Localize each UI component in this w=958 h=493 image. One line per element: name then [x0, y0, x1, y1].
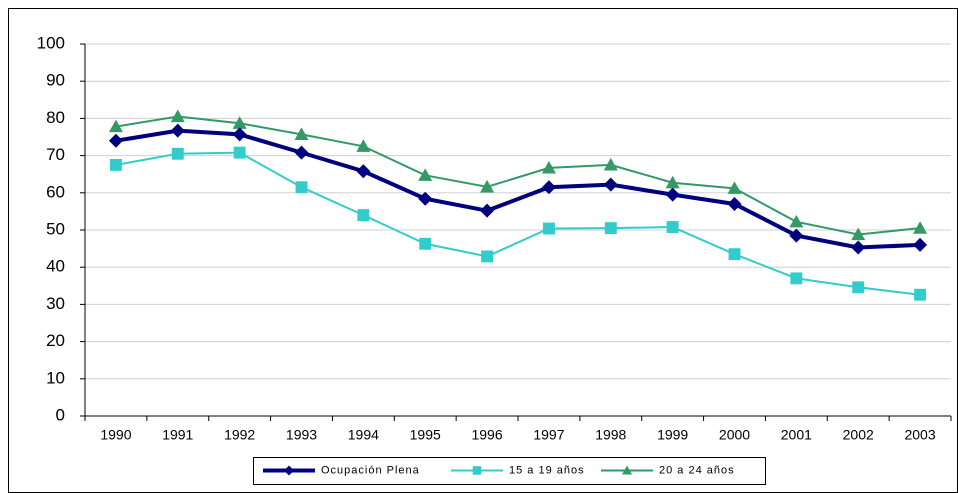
marker [728, 248, 741, 261]
marker [233, 146, 246, 159]
marker [851, 227, 866, 241]
marker [232, 116, 247, 129]
marker [109, 158, 122, 171]
y-tick-label: 100 [37, 33, 65, 52]
marker [666, 221, 679, 233]
marker [852, 281, 865, 294]
marker [727, 196, 742, 211]
x-tick-label: 1992 [224, 427, 255, 443]
marker [232, 127, 247, 142]
marker [913, 221, 928, 234]
y-tick-label: 0 [56, 405, 65, 424]
marker [542, 222, 555, 235]
marker [171, 147, 184, 160]
marker [480, 179, 495, 193]
marker [851, 240, 866, 255]
legend-label: Ocupación Plena [321, 464, 420, 476]
marker [665, 187, 680, 202]
marker [541, 180, 556, 195]
marker [356, 139, 371, 152]
legend-label: 20 a 24 años [659, 464, 735, 476]
x-tick-label: 1993 [286, 427, 317, 443]
x-tick-label: 1994 [348, 427, 379, 443]
marker [789, 228, 804, 243]
y-tick-label: 50 [46, 219, 65, 238]
x-tick-label: 1990 [100, 427, 131, 443]
marker [727, 181, 742, 194]
y-tick-label: 90 [46, 71, 65, 90]
x-tick-label: 2003 [904, 427, 935, 443]
marker [472, 466, 482, 475]
marker [170, 109, 185, 123]
marker [622, 465, 632, 475]
marker [108, 133, 123, 148]
marker [789, 214, 804, 228]
y-tick-label: 40 [46, 257, 65, 276]
series-line [115, 115, 921, 236]
x-tick-label: 1995 [410, 427, 441, 443]
marker [419, 237, 432, 250]
marker [913, 237, 928, 252]
marker [294, 145, 309, 160]
marker [284, 465, 294, 476]
marker [665, 175, 680, 189]
marker [418, 168, 433, 181]
y-tick-label: 70 [46, 145, 65, 164]
marker [603, 177, 618, 192]
marker [356, 164, 371, 179]
x-tick-label: 1998 [595, 427, 626, 443]
marker [418, 191, 433, 206]
legend-box [253, 457, 766, 485]
marker [108, 119, 123, 133]
x-tick-label: 2002 [843, 427, 874, 443]
marker [295, 181, 308, 194]
marker [603, 157, 618, 171]
y-tick-label: 30 [46, 294, 65, 313]
y-tick-label: 20 [46, 331, 65, 350]
y-tick-label: 60 [46, 182, 65, 201]
series-line [115, 128, 921, 250]
x-tick-label: 1991 [162, 427, 193, 443]
x-tick-label: 1999 [657, 427, 688, 443]
series-line [115, 151, 921, 296]
legend-label: 15 a 19 años [509, 464, 585, 476]
marker [541, 160, 556, 174]
marker [790, 272, 803, 285]
marker [294, 127, 309, 140]
x-tick-label: 2000 [719, 427, 750, 443]
y-tick-label: 80 [46, 108, 65, 127]
marker [481, 250, 494, 263]
marker [604, 222, 617, 235]
marker [170, 123, 185, 138]
x-tick-label: 1997 [533, 427, 564, 443]
marker [480, 203, 495, 218]
x-tick-label: 2001 [781, 427, 812, 443]
marker [914, 288, 927, 301]
y-tick-label: 10 [46, 368, 65, 387]
x-tick-label: 1996 [471, 427, 502, 443]
marker [357, 209, 370, 222]
